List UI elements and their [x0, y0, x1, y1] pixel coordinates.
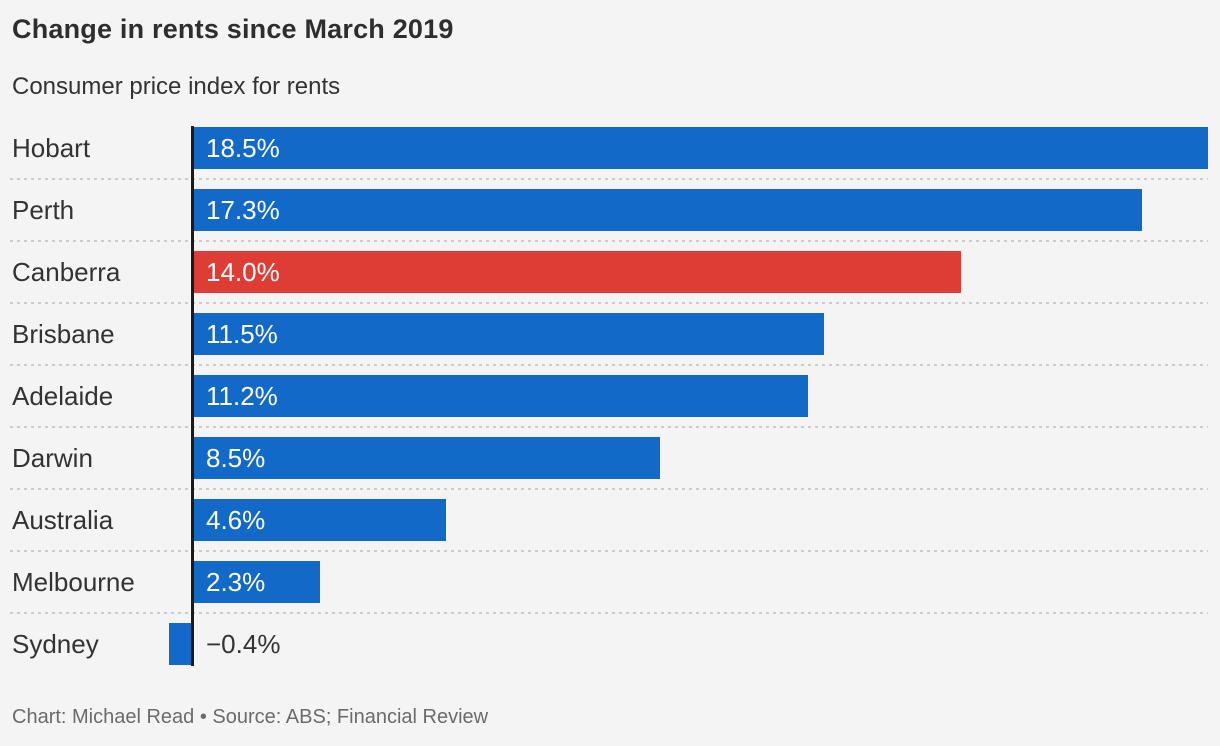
bar-area: 2.3%: [194, 561, 1208, 603]
row-separator: [10, 488, 1208, 490]
row-separator: [10, 426, 1208, 428]
bar-value-label: 4.6%: [206, 504, 266, 535]
bar-value-label: 18.5%: [206, 132, 280, 163]
chart-row: Canberra 14.0%: [0, 241, 1220, 303]
bar-value-label: −0.4%: [206, 629, 281, 659]
bar-value-label: 8.5%: [206, 442, 266, 473]
bar-canberra: 14.0%: [194, 251, 961, 293]
bar-brisbane: 11.5%: [194, 313, 824, 355]
bar-area: 4.6%: [194, 499, 1208, 541]
chart-row: Hobart 18.5%: [0, 117, 1220, 179]
bar-hobart: 18.5%: [194, 127, 1208, 169]
bar-area: 17.3%: [194, 189, 1208, 231]
chart-title: Change in rents since March 2019: [12, 14, 454, 44]
chart-row: Perth 17.3%: [0, 179, 1220, 241]
bar-area: 14.0%: [194, 251, 1208, 293]
bar-area: 11.2%: [194, 375, 1208, 417]
chart-row: Adelaide 11.2%: [0, 365, 1220, 427]
bar-value-label: 14.0%: [206, 256, 280, 287]
bar-chart-plot-area: Hobart 18.5% Perth 17.3% Canberra 14.0% Brisba…: [0, 117, 1220, 675]
chart-row: Sydney −0.4%: [0, 613, 1220, 675]
chart-subtitle: Consumer price index for rents: [12, 73, 341, 100]
category-label: Melbourne: [12, 567, 135, 597]
category-label: Brisbane: [12, 319, 115, 349]
bar-area: −0.4%: [169, 623, 1208, 665]
category-label: Perth: [12, 195, 75, 225]
attribution: Chart: Michael Read • Source: ABS; Finan…: [12, 706, 489, 728]
row-separator: [10, 612, 1208, 614]
category-label: Darwin: [12, 443, 93, 473]
bar-area: 8.5%: [194, 437, 1208, 479]
row-separator: [10, 302, 1208, 304]
bar-area: 11.5%: [194, 313, 1208, 355]
bar-australia: 4.6%: [194, 499, 446, 541]
bar-value-label: 11.5%: [206, 318, 278, 349]
chart-row: Melbourne 2.3%: [0, 551, 1220, 613]
bar-value-label: 17.3%: [206, 194, 280, 225]
bar-value-label: 2.3%: [206, 566, 266, 597]
baseline-axis: [191, 126, 194, 666]
chart-row: Brisbane 11.5%: [0, 303, 1220, 365]
category-label: Canberra: [12, 257, 121, 287]
bar-perth: 17.3%: [194, 189, 1142, 231]
bar-melbourne: 2.3%: [194, 561, 320, 603]
chart-row: Australia 4.6%: [0, 489, 1220, 551]
chart-row: Darwin 8.5%: [0, 427, 1220, 489]
row-separator: [10, 240, 1208, 242]
category-label: Hobart: [12, 133, 91, 163]
category-label: Adelaide: [12, 381, 114, 411]
row-separator: [10, 178, 1208, 180]
category-label: Australia: [12, 505, 114, 535]
category-label: Sydney: [12, 629, 99, 659]
bar-sydney: [169, 623, 191, 665]
row-separator: [10, 364, 1208, 366]
bar-value-label: 11.2%: [206, 380, 278, 411]
row-separator: [10, 550, 1208, 552]
bar-adelaide: 11.2%: [194, 375, 808, 417]
bar-darwin: 8.5%: [194, 437, 660, 479]
bar-area: 18.5%: [194, 127, 1208, 169]
